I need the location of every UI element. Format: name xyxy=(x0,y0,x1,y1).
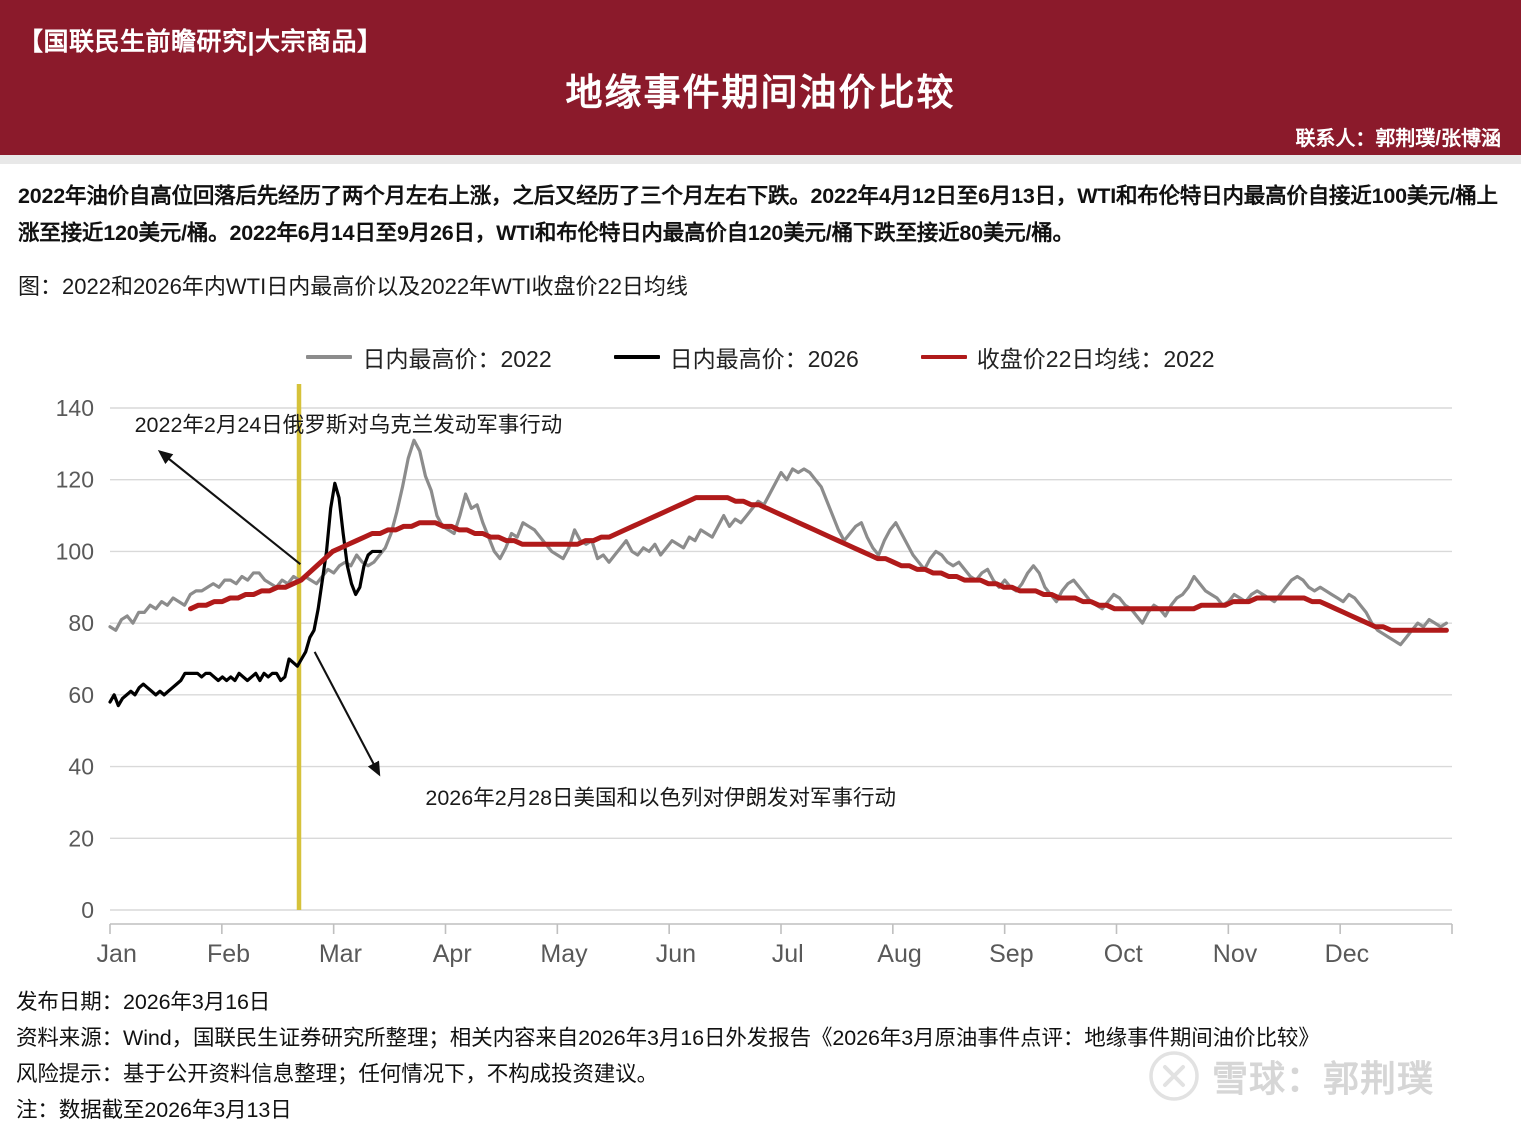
legend-item-ma22-2022[interactable]: 收盘价22日均线：2022 xyxy=(920,340,1215,374)
contact-line: 联系人：郭荆璞/张博涵 xyxy=(1295,128,1501,150)
svg-text:Oct: Oct xyxy=(1104,940,1143,968)
page-header xyxy=(0,0,1521,155)
svg-text:100: 100 xyxy=(56,538,94,564)
svg-text:80: 80 xyxy=(68,610,94,636)
svg-text:Aug: Aug xyxy=(877,940,921,968)
svg-text:May: May xyxy=(540,940,588,968)
legend-line-swatch-icon xyxy=(613,355,660,359)
chart-series-layer xyxy=(108,438,1449,708)
svg-text:Mar: Mar xyxy=(319,940,362,968)
svg-text:2022年2月24日俄罗斯对乌克兰发动军事行动: 2022年2月24日俄罗斯对乌克兰发动军事行动 xyxy=(135,413,563,437)
oil-price-line-chart: 0 20 40 60 80 100 120 140 Jan Feb Mar Apr May Jun Jul… xyxy=(56,384,1453,968)
chart-annotations: 2022年2月24日俄罗斯对乌克兰发动军事行动 2026年2月28日美国和以色列对… xyxy=(135,413,896,810)
summary-paragraph: 2022年油价自高位回落后先经历了两个月左右上涨，之后又经历了三个月左右下跌。2… xyxy=(18,184,1498,245)
svg-text:Nov: Nov xyxy=(1213,940,1258,968)
legend-item-intraday-2022[interactable]: 日内最高价：2022 xyxy=(306,340,552,374)
svg-text:140: 140 xyxy=(56,395,94,421)
svg-text:40: 40 xyxy=(68,754,94,780)
y-axis-ticks: 0 20 40 60 80 100 120 140 xyxy=(56,395,94,923)
brand-tag: 【国联民生前瞻研究|大宗商品】 xyxy=(18,28,383,56)
svg-text:Sep: Sep xyxy=(989,940,1033,968)
svg-text:60: 60 xyxy=(68,682,94,708)
svg-text:0: 0 xyxy=(81,897,94,923)
header-divider xyxy=(0,155,1521,164)
figure-caption: 图：2022和2026年内WTI日内最高价以及2022年WTI收盘价22日均线 xyxy=(18,274,688,299)
footer-block: 发布日期：2026年3月16日 资料来源：Wind，国联民生证券研究所整理；相关… xyxy=(16,984,1516,1128)
svg-text:Feb: Feb xyxy=(207,940,250,968)
legend-line-swatch-icon xyxy=(306,355,353,359)
svg-text:Jun: Jun xyxy=(656,940,696,968)
svg-text:Apr: Apr xyxy=(433,940,472,968)
source-line: 资料来源：Wind，国联民生证券研究所整理；相关内容来自2026年3月16日外发… xyxy=(16,1026,1320,1050)
data-note: 注：数据截至2026年3月13日 xyxy=(16,1098,292,1122)
svg-text:20: 20 xyxy=(68,825,94,851)
legend-label: 收盘价22日均线：2022 xyxy=(976,346,1215,372)
legend-line-swatch-icon xyxy=(920,355,967,359)
chart-legend: 日内最高价：2022 日内最高价：2026 收盘价22日均线：2022 xyxy=(0,340,1521,374)
svg-text:120: 120 xyxy=(56,467,94,493)
x-axis-ticks: Jan Feb Mar Apr May Jun Jul Aug Sep Oct Nov Dec xyxy=(97,923,1453,968)
svg-text:Dec: Dec xyxy=(1325,940,1369,968)
publish-date: 发布日期：2026年3月16日 xyxy=(16,990,271,1014)
legend-label: 日内最高价：2026 xyxy=(669,346,859,372)
page-title: 地缘事件期间油价比较 xyxy=(565,72,956,113)
risk-disclaimer: 风险提示：基于公开资料信息整理；任何情况下，不构成投资建议。 xyxy=(16,1062,659,1086)
svg-text:2026年2月28日美国和以色列对伊朗发对军事行动: 2026年2月28日美国和以色列对伊朗发对军事行动 xyxy=(425,786,896,810)
chart-container: 0 20 40 60 80 100 120 140 Jan Feb Mar Apr May Jun Jul… xyxy=(0,380,1521,980)
legend-label: 日内最高价：2022 xyxy=(362,346,552,372)
svg-text:Jan: Jan xyxy=(97,940,137,968)
legend-item-intraday-2026[interactable]: 日内最高价：2026 xyxy=(613,340,859,374)
chart-gridlines xyxy=(110,407,1452,911)
svg-text:Jul: Jul xyxy=(772,940,804,968)
